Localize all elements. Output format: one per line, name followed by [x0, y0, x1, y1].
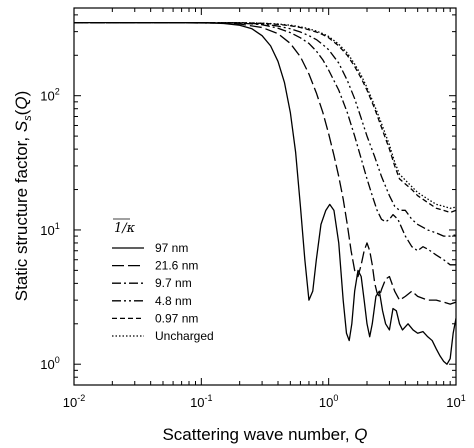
legend-title: 1/κ — [114, 221, 136, 236]
axis-ticks — [73, 8, 457, 386]
legend-label: 4.8 nm — [155, 294, 192, 308]
x-tick-label: 100 — [319, 393, 338, 410]
legend-label: 9.7 nm — [155, 276, 192, 290]
plot-frame — [73, 7, 457, 386]
series-line-1 — [74, 22, 456, 365]
axis-tick-labels: 10-2 10-1 100 101 100 101 102 — [40, 87, 465, 410]
legend: 1/κ 97 nm 21.6 nm 9.7 nm 4.8 nm 0.97 nm Uncha… — [112, 218, 214, 343]
series-line-2 — [74, 22, 456, 305]
y-tick-label: 101 — [40, 221, 59, 238]
x-tick-label: 10-2 — [63, 393, 85, 410]
series-lines — [74, 22, 456, 365]
legend-label: 97 nm — [155, 241, 188, 255]
legend-label: Uncharged — [155, 329, 214, 343]
legend-label: 0.97 nm — [155, 311, 198, 325]
y-tick-label: 102 — [40, 87, 59, 104]
x-tick-label: 10-1 — [190, 393, 212, 410]
y-tick-label: 100 — [40, 355, 59, 372]
x-tick-label: 101 — [446, 393, 465, 410]
x-axis-title: Scattering wave number, Q — [162, 425, 367, 444]
series-line-3 — [74, 22, 456, 266]
series-line-4 — [74, 22, 456, 237]
series-line-6 — [74, 22, 456, 209]
legend-items: 97 nm 21.6 nm 9.7 nm 4.8 nm 0.97 nm Uncharged — [112, 241, 214, 343]
y-axis-title: Static structure factor, Ss(Q) — [12, 91, 34, 302]
series-line-5 — [74, 22, 456, 214]
legend-label: 21.6 nm — [155, 259, 198, 273]
